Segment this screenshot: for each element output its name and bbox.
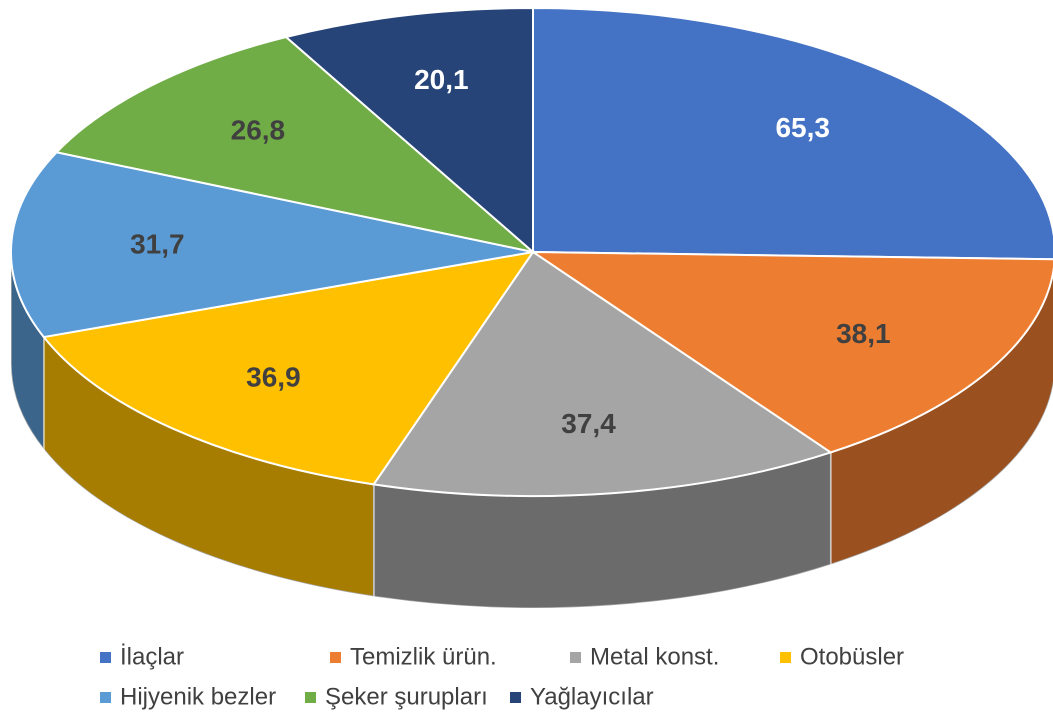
legend-swatch (100, 652, 111, 663)
slice (532, 6, 1053, 261)
slice (54, 35, 537, 254)
legend-swatch (570, 652, 581, 663)
data-label: 38,1 (836, 318, 891, 349)
slice-side-shade (830, 272, 1053, 565)
slice (283, 6, 534, 255)
slice-side-shade (43, 337, 374, 597)
data-label: 31,7 (130, 229, 185, 260)
legend-label: Temizlik ürün. (350, 643, 497, 670)
slice (10, 151, 534, 339)
data-label: 36,9 (246, 361, 301, 392)
slice-side-shade (373, 452, 831, 608)
legend-swatch (510, 692, 521, 703)
legend-swatch (100, 692, 111, 703)
data-label: 65,3 (775, 112, 830, 143)
legend-label: Yağlayıcılar (530, 683, 654, 710)
slice (371, 250, 833, 497)
legend-label: Metal konst. (590, 643, 719, 670)
slice (529, 250, 1053, 454)
data-label: 20,1 (414, 64, 469, 95)
slice (41, 250, 536, 486)
legend-label: Otobüsler (800, 643, 904, 670)
legend-label: İlaçlar (120, 643, 184, 670)
legend-swatch (305, 692, 316, 703)
legend-label: Şeker şurupları (325, 683, 488, 710)
data-label: 37,4 (561, 408, 616, 439)
legend-swatch (780, 652, 791, 663)
slice-side-shade (11, 252, 44, 450)
data-label: 26,8 (231, 115, 286, 146)
legend-swatch (330, 652, 341, 663)
legend-label: Hijyenik bezler (120, 683, 276, 710)
